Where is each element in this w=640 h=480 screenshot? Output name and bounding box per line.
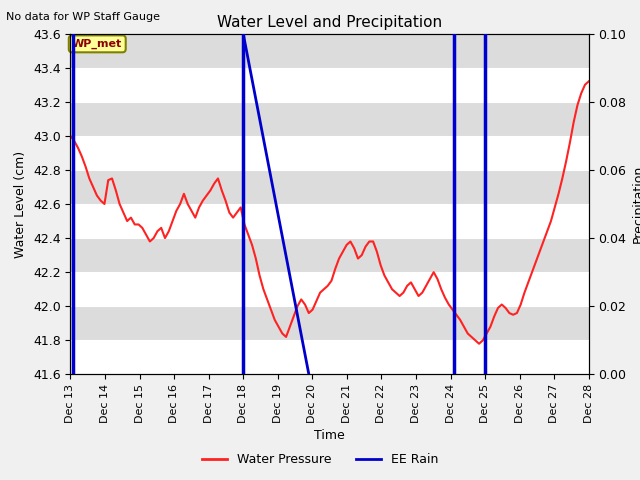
Bar: [70, 272, 589, 306]
Bar: [70, 340, 589, 374]
Bar: [70, 204, 589, 238]
Bar: [70, 136, 589, 170]
Legend: Water Pressure, EE Rain: Water Pressure, EE Rain: [196, 448, 444, 471]
Text: WP_met: WP_met: [72, 39, 122, 49]
Title: Water Level and Precipitation: Water Level and Precipitation: [217, 15, 442, 30]
X-axis label: Time: Time: [314, 429, 345, 442]
Y-axis label: Precipitation: Precipitation: [632, 165, 640, 243]
Text: No data for WP Staff Gauge: No data for WP Staff Gauge: [6, 12, 161, 22]
Bar: [70, 68, 589, 102]
Y-axis label: Water Level (cm): Water Level (cm): [14, 150, 28, 258]
